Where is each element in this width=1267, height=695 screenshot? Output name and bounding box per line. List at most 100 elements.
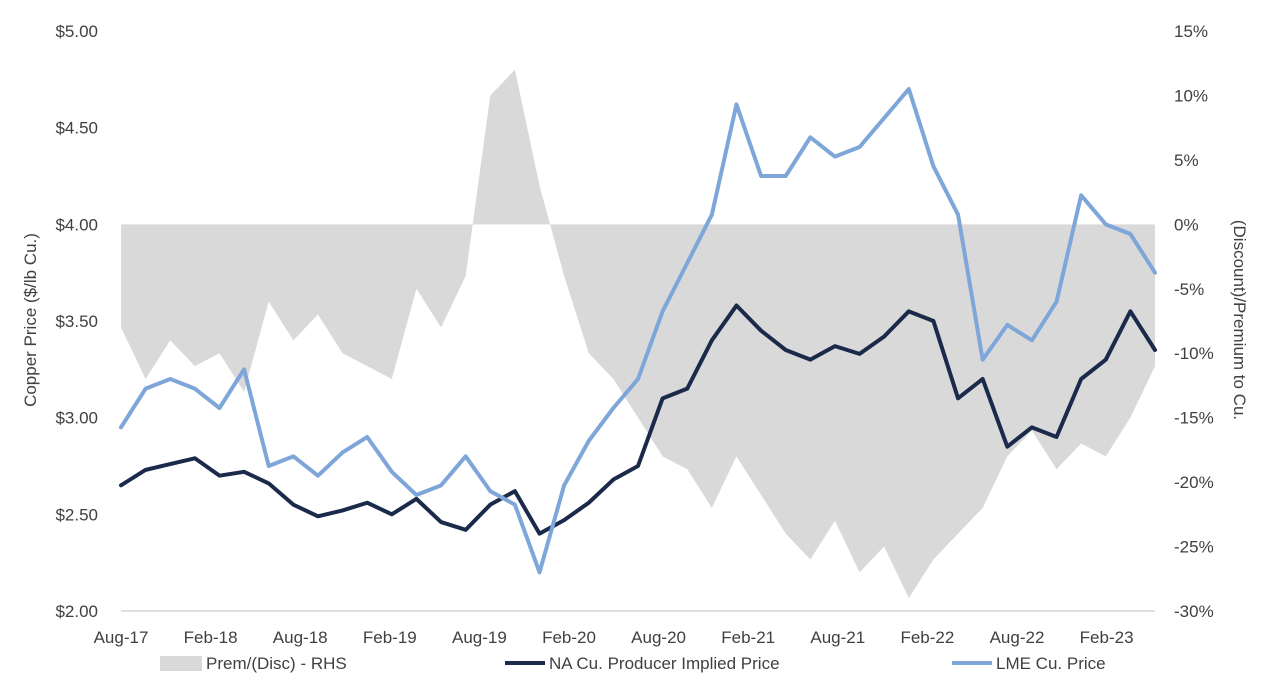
y2-tick-label: -5% <box>1174 280 1204 299</box>
lme-price-point-39 <box>1079 193 1083 197</box>
lme-price-point-7 <box>291 454 295 458</box>
na-price-point-42 <box>1153 348 1157 352</box>
lme-price-point-1 <box>144 387 148 391</box>
lme-price-point-33 <box>931 164 936 168</box>
na-price-point-31 <box>882 334 886 339</box>
x-tick-label: Aug-22 <box>990 628 1045 647</box>
y2-tick-label: 10% <box>1174 86 1208 105</box>
lme-price-point-28 <box>808 135 812 139</box>
na-price-point-25 <box>734 303 739 308</box>
y-tick-label: $4.00 <box>55 215 98 234</box>
premium-discount-area <box>121 69 1155 599</box>
x-tick-label: Aug-17 <box>94 628 149 647</box>
lme-price-point-41 <box>1128 232 1132 236</box>
lme-price-point-15 <box>488 489 492 493</box>
na-price-point-37 <box>1030 425 1034 429</box>
na-price-point-15 <box>488 503 492 507</box>
na-price-point-28 <box>808 358 812 362</box>
na-price-point-10 <box>365 501 369 505</box>
legend-label-premium: Prem/(Disc) - RHS <box>206 654 347 673</box>
y-tick-label: $2.00 <box>55 602 98 621</box>
lme-price-point-40 <box>1104 222 1108 226</box>
na-price-point-20 <box>611 477 615 482</box>
na-price-point-2 <box>168 462 172 466</box>
na-price-point-36 <box>1005 445 1009 449</box>
y2-tick-label: -10% <box>1174 344 1214 363</box>
lme-price-point-18 <box>562 483 566 487</box>
na-price-point-16 <box>513 489 517 493</box>
x-tick-label: Feb-21 <box>721 628 775 647</box>
na-price-point-32 <box>907 309 911 313</box>
na-price-point-22 <box>661 396 665 400</box>
lme-price-point-26 <box>759 174 763 178</box>
lme-price-point-0 <box>119 425 123 429</box>
na-price-point-35 <box>981 377 985 381</box>
y-tick-label: $5.00 <box>55 22 98 41</box>
y-tick-label: $2.50 <box>55 505 98 524</box>
y2-tick-label: -20% <box>1174 473 1214 492</box>
na-price-point-11 <box>390 512 394 516</box>
na-price-point-30 <box>857 352 862 356</box>
na-price-point-6 <box>267 481 271 485</box>
lme-price-point-17 <box>537 570 542 574</box>
na-price-point-18 <box>562 518 566 522</box>
y-tick-label: $3.00 <box>55 409 98 428</box>
lme-price-point-34 <box>956 213 960 217</box>
x-tick-label: Aug-19 <box>452 628 507 647</box>
lme-price-point-20 <box>611 406 615 410</box>
x-tick-label: Feb-18 <box>184 628 238 647</box>
y2-tick-label: -25% <box>1174 538 1214 557</box>
lme-price-point-25 <box>734 102 739 107</box>
lme-price-point-38 <box>1054 300 1059 304</box>
na-price-point-14 <box>464 528 468 532</box>
na-price-point-9 <box>340 508 345 513</box>
y2-tick-label: 15% <box>1174 22 1208 41</box>
lme-price-point-14 <box>464 454 468 458</box>
na-price-point-26 <box>759 329 763 333</box>
premium-area-layer <box>121 69 1155 599</box>
lme-price-point-12 <box>414 493 419 497</box>
na-price-point-19 <box>587 501 591 505</box>
y2-tick-label: -15% <box>1174 409 1214 428</box>
lme-price-point-3 <box>193 387 197 391</box>
lme-price-point-13 <box>439 483 443 487</box>
lme-price-point-30 <box>857 145 862 149</box>
lme-price-point-8 <box>316 474 320 478</box>
lme-price-point-32 <box>907 87 911 91</box>
na-price-point-33 <box>931 319 936 323</box>
lme-price-point-4 <box>217 406 222 410</box>
y-tick-label: $4.50 <box>55 119 98 138</box>
na-price-point-12 <box>414 497 419 501</box>
na-price-point-23 <box>685 387 689 391</box>
lme-price-point-21 <box>636 377 640 381</box>
na-price-point-41 <box>1128 309 1132 313</box>
price-lines-layer <box>119 87 1157 575</box>
legend: Prem/(Disc) - RHS NA Cu. Producer Implie… <box>160 654 1106 673</box>
na-price-point-38 <box>1054 435 1059 439</box>
na-price-point-24 <box>710 338 714 342</box>
axes-layer: $2.00 $2.50 $3.00 $3.50 $4.00 $4.50 $5.00 -30% -… <box>55 22 1213 647</box>
na-price-point-4 <box>217 474 222 478</box>
na-price-point-5 <box>242 470 246 474</box>
na-price-point-8 <box>316 514 320 518</box>
lme-price-point-23 <box>685 261 689 265</box>
y-axis-title: Copper Price ($/lb Cu.) <box>21 233 40 407</box>
x-tick-label: Feb-23 <box>1080 628 1134 647</box>
lme-price-point-35 <box>981 358 985 362</box>
x-tick-label: Feb-22 <box>900 628 954 647</box>
lme-price-point-22 <box>661 309 665 313</box>
na-price-point-27 <box>784 348 788 352</box>
na-price-point-39 <box>1079 377 1083 381</box>
lme-price-point-16 <box>513 503 517 507</box>
x-tick-label: Aug-21 <box>810 628 865 647</box>
na-price-point-7 <box>291 503 295 507</box>
y2-tick-label: 0% <box>1174 215 1199 234</box>
na-price-point-40 <box>1104 358 1108 362</box>
na-price-point-17 <box>537 532 542 536</box>
na-price-point-1 <box>144 468 148 472</box>
legend-label-lme-price: LME Cu. Price <box>996 654 1106 673</box>
lme-price-point-19 <box>587 439 591 443</box>
lme-price-point-36 <box>1005 323 1009 327</box>
lme-price-point-6 <box>267 464 271 468</box>
